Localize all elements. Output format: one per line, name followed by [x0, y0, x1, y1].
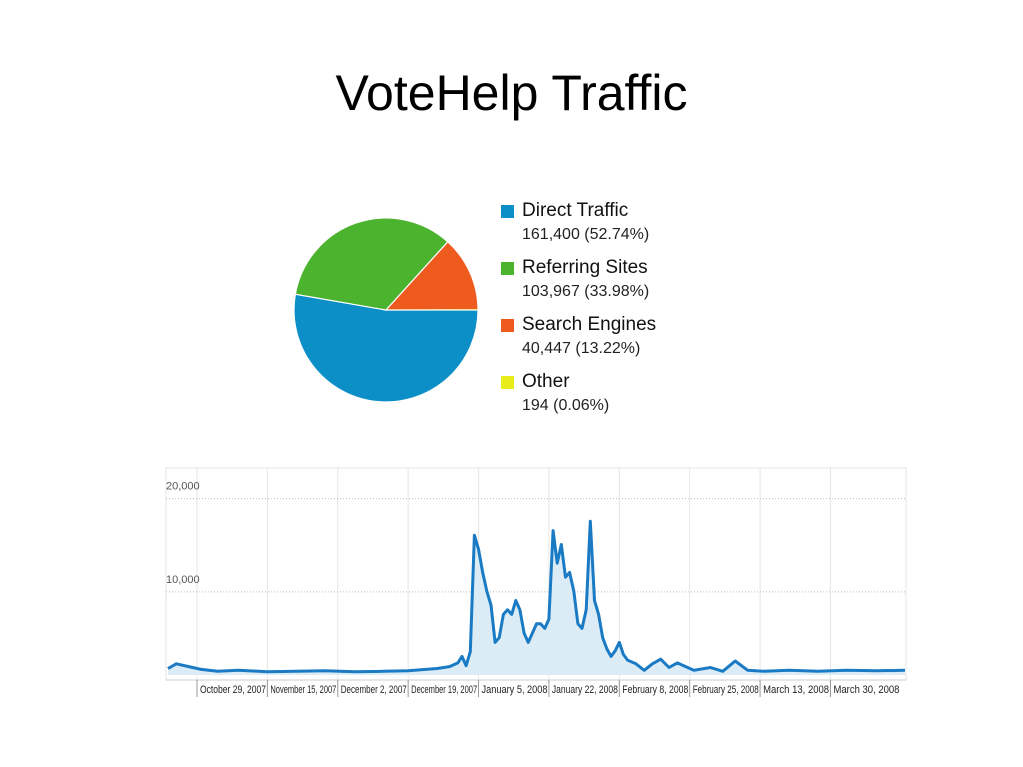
legend-value: 40,447 (13.22%): [522, 340, 641, 357]
legend-swatch-referring-sites: [501, 262, 514, 275]
legend-swatch-other: [501, 376, 514, 389]
x-tick-label: January 22, 2008: [552, 684, 618, 696]
slide-title: VoteHelp Traffic: [335, 65, 688, 121]
x-tick-label: February 8, 2008: [622, 684, 688, 696]
legend-value: 161,400 (52.74%): [522, 226, 650, 243]
series-area: [168, 521, 905, 675]
x-tick-label: February 25, 2008: [693, 684, 759, 696]
legend-label: Referring Sites: [522, 257, 648, 278]
pie-slice-referring-sites: [294, 217, 449, 311]
traffic-sources-pie-chart: [293, 217, 479, 403]
x-tick-label: January 5, 2008: [482, 684, 548, 696]
legend-label: Direct Traffic: [522, 200, 629, 221]
legend-swatch-search-engines: [501, 319, 514, 332]
x-tick-label: March 30, 2008: [833, 684, 899, 696]
y-tick-label: 10,000: [166, 574, 200, 586]
series-line: [167, 519, 906, 674]
legend-value: 103,967 (33.98%): [522, 283, 650, 300]
x-tick-label: December 2, 2007: [341, 684, 407, 696]
legend-label: Search Engines: [522, 314, 657, 335]
x-tick-label: October 29, 2007: [200, 684, 266, 696]
pie-slice-search-engines: [384, 240, 479, 311]
legend-label: Other: [522, 371, 570, 392]
pie-slice-direct-traffic: [293, 293, 479, 403]
daily-traffic-line-chart: 20,000 10,000 October 29, 2007 November 15,…: [165, 467, 907, 697]
legend-swatch-direct-traffic: [501, 205, 514, 218]
y-tick-label: 20,000: [166, 481, 200, 493]
x-tick-label: December 19, 2007: [411, 684, 477, 696]
x-tick-label: March 13, 2008: [763, 684, 829, 696]
x-tick-label: November 15, 2007: [270, 684, 336, 696]
legend-value: 194 (0.06%): [522, 397, 610, 414]
